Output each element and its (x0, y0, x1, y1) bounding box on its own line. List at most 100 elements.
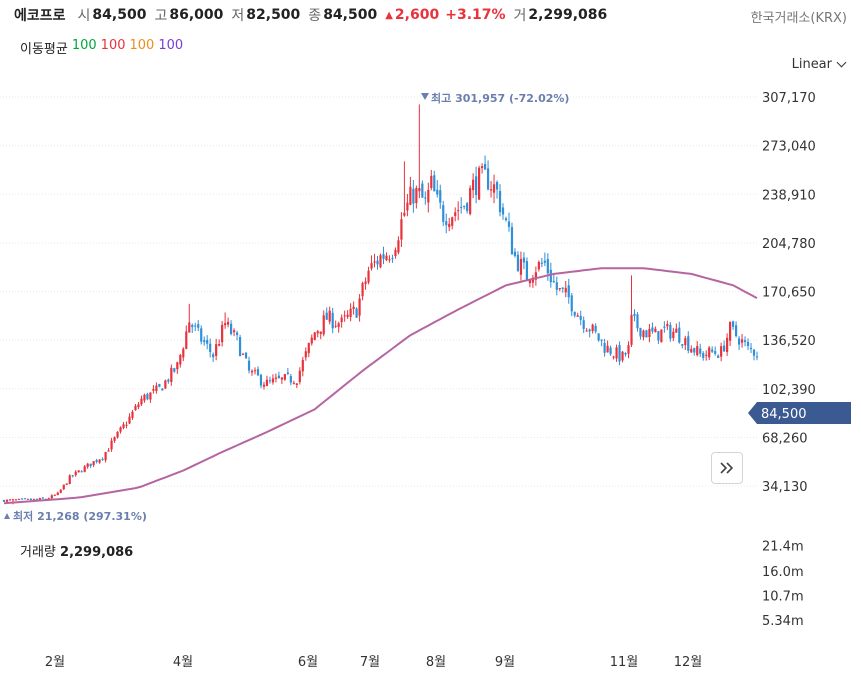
candle-body (221, 324, 224, 343)
candle-body (53, 494, 56, 496)
month-tick-label: 4월 (173, 655, 193, 670)
candle-body (702, 353, 705, 358)
candle-body (627, 345, 630, 354)
candle-body (543, 260, 546, 263)
candle-body (480, 166, 484, 168)
candle-body (316, 331, 319, 334)
down-triangle-icon (421, 93, 429, 100)
candle-body (185, 331, 188, 349)
candle-body (525, 261, 529, 280)
candle-body (720, 346, 723, 357)
scroll-to-latest-button[interactable] (711, 452, 743, 484)
candle-body (439, 190, 442, 203)
candle-body (421, 183, 424, 198)
candle-body (555, 282, 558, 290)
candle-body (498, 191, 502, 213)
ma-legend-item[interactable]: 100 (158, 38, 184, 53)
candle-body (534, 272, 537, 280)
candle-body (648, 328, 651, 338)
low-value: 82,500 (246, 7, 301, 23)
candle-body (331, 312, 334, 329)
price-tick-label: 68,260 (762, 431, 808, 446)
candle-body (669, 324, 672, 339)
candle-body (388, 259, 391, 261)
candle-body (540, 262, 543, 264)
candle-body (280, 377, 283, 380)
candle-body (711, 349, 714, 352)
candle-body (32, 498, 35, 500)
candle-body (77, 470, 80, 473)
quote-bar: 에코프로 시 84,500 고 86,000 저 82,500 종 84,500… (14, 4, 615, 26)
candle-body (385, 255, 388, 261)
candle-body (391, 258, 394, 260)
candle-body (182, 348, 185, 358)
candle-body (283, 374, 286, 380)
candle-body (59, 489, 62, 493)
candle-body (250, 370, 254, 373)
candle-body (510, 227, 514, 255)
candle-body (235, 332, 239, 336)
candle-body (621, 351, 624, 361)
candle-body (265, 379, 269, 386)
candle-body (322, 315, 325, 335)
candle-body (158, 383, 161, 387)
open-label: 시 (77, 8, 91, 24)
price-chart[interactable]: 307,170 273,040 238,910 204,780 170,650 136,5… (0, 0, 861, 530)
candle-body (394, 249, 397, 256)
candle-body (116, 431, 119, 438)
candle-body (729, 322, 732, 341)
candle-body (397, 240, 400, 253)
close-label: 종 (308, 8, 322, 24)
price-axis: 307,170 273,040 238,910 204,780 170,650 136,5… (762, 91, 816, 495)
candle-body (558, 287, 561, 290)
candle-body (433, 175, 436, 192)
candle-body (247, 360, 251, 371)
candle-body (675, 328, 678, 333)
price-tick-label: 204,780 (762, 237, 816, 252)
candle-body (546, 259, 549, 274)
candle-body (143, 394, 146, 401)
candle-body (47, 498, 50, 500)
candle-body (337, 323, 340, 328)
ma-legend-item[interactable]: 100 (71, 38, 97, 53)
candle-body (14, 499, 18, 501)
candle-body (349, 308, 352, 317)
candle-body (660, 329, 663, 343)
candle-body (26, 498, 30, 500)
candle-body (639, 327, 642, 337)
candle-body (731, 321, 735, 327)
candle-body (29, 498, 32, 500)
candle-body (714, 351, 717, 354)
open-value: 84,500 (92, 7, 147, 23)
candle-body (537, 261, 540, 270)
candle-body (531, 277, 534, 283)
candle-body (271, 378, 275, 383)
current-price-label: 84,500 (761, 407, 807, 422)
candle-body (83, 466, 86, 472)
candle-body (699, 348, 702, 354)
candle-body (708, 347, 711, 358)
ma-legend-item[interactable]: 100 (100, 38, 126, 53)
moving-average-legend[interactable]: 이동평균 100 100 100 100 (20, 38, 183, 57)
candle-body (340, 317, 343, 323)
candle-body (400, 219, 403, 240)
scale-dropdown[interactable]: Linear (792, 57, 847, 72)
candle-body (325, 312, 328, 320)
candle-body (424, 197, 427, 199)
stock-name[interactable]: 에코프로 (14, 8, 66, 24)
up-triangle-icon (4, 513, 10, 519)
candle-body (442, 205, 445, 222)
candle-body (624, 352, 627, 355)
candle-body (469, 188, 472, 214)
price-tick-label: 34,130 (762, 480, 808, 495)
ma-legend-item[interactable]: 100 (129, 38, 155, 53)
price-tick-label: 102,390 (762, 383, 816, 398)
candle-body (576, 315, 579, 317)
candle-body (80, 471, 83, 473)
candle-body (164, 380, 167, 389)
candle-body (232, 330, 236, 333)
candle-body (717, 355, 720, 358)
price-tick-label: 170,650 (762, 286, 816, 301)
candle-body (606, 345, 609, 353)
candle-body (603, 342, 606, 353)
